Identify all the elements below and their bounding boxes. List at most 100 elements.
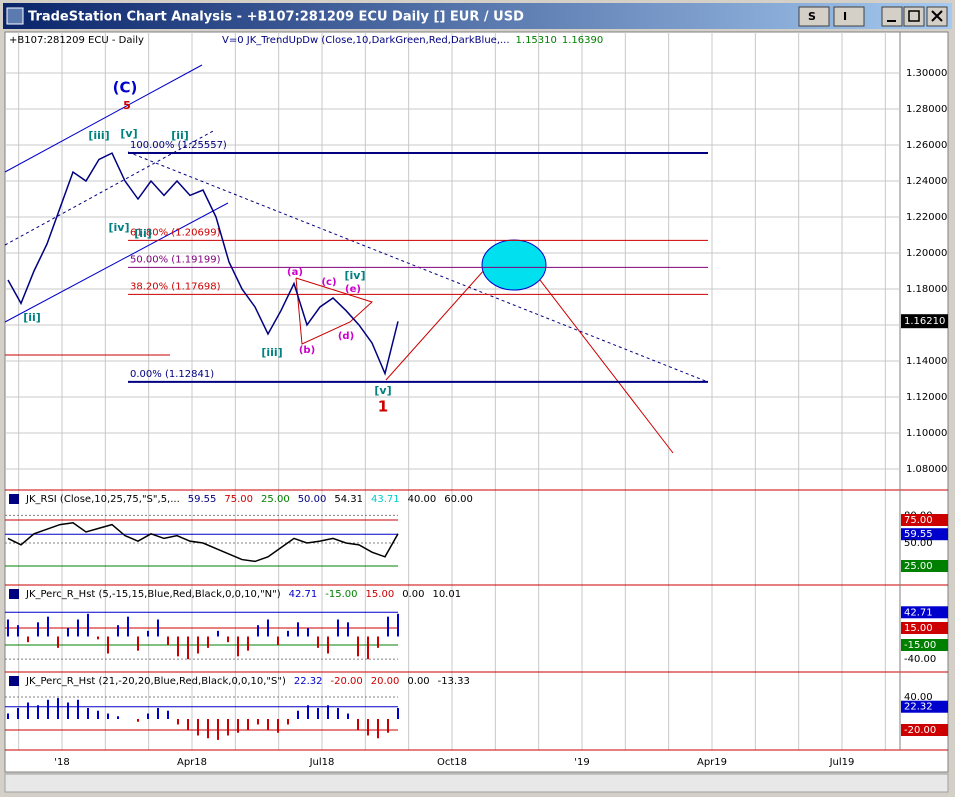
panel-icon — [9, 494, 19, 504]
hist-bar — [327, 636, 329, 654]
header-value: 42.71 — [289, 589, 318, 600]
hist-bar — [347, 713, 349, 719]
fib-label: 100.00% (1.25557) — [130, 140, 227, 151]
price-line — [7, 152, 399, 376]
hist-bar — [287, 719, 289, 725]
hist-bar — [87, 613, 89, 637]
hist-bar — [217, 719, 219, 740]
hist-bar — [97, 710, 99, 719]
y-tick-label: 1.26000 — [906, 140, 947, 151]
axis-label: 75.00 — [904, 515, 933, 526]
wave-label: (e) — [345, 284, 361, 295]
oscillator-line — [7, 521, 399, 563]
scrollbar[interactable] — [4, 773, 949, 793]
maximize-button[interactable] — [903, 6, 925, 27]
wave-label: [v] — [374, 384, 391, 397]
hist-bar — [297, 622, 299, 637]
hist-bar — [117, 625, 119, 637]
panel-icon — [9, 589, 19, 599]
hist-bar — [297, 710, 299, 719]
fib-label: 61.80% (1.20699) — [130, 227, 221, 238]
channel-line — [4, 64, 203, 173]
hist-bar — [67, 702, 69, 719]
hist-bar — [107, 636, 109, 654]
hist-bar — [127, 616, 129, 637]
y-tick-label: 1.10000 — [906, 428, 947, 439]
header-value: 50.00 — [298, 494, 327, 505]
hist-bar — [357, 636, 359, 657]
hist-bar — [347, 622, 349, 637]
x-tick-label: Apr19 — [697, 757, 727, 768]
minimize-button[interactable] — [881, 6, 903, 27]
hist-bar — [167, 710, 169, 719]
wave-label: [iii] — [88, 129, 109, 142]
hist-bar — [177, 719, 179, 725]
hist-bar — [237, 636, 239, 657]
header-value: 25.00 — [261, 494, 290, 505]
hist-bar — [187, 636, 189, 660]
hist-bar — [137, 719, 139, 722]
wave-label: 5 — [123, 99, 131, 112]
hist-bar — [7, 619, 9, 637]
hist-bar — [227, 636, 229, 643]
hist-bar — [197, 719, 199, 736]
y-tick-label: 1.14000 — [906, 356, 947, 367]
hist-bar — [67, 627, 69, 637]
last-price-label: 1.16210 — [904, 316, 945, 327]
axis-label: 50.00 — [904, 538, 933, 549]
hist-bar — [357, 719, 359, 730]
x-tick-label: '19 — [574, 757, 589, 768]
hist-bar — [247, 719, 249, 730]
i-button-label: I — [843, 10, 847, 23]
wave-label: [ii] — [171, 129, 189, 142]
last-price-tag — [901, 314, 948, 329]
hist-bar — [317, 708, 319, 719]
axis-label: 40.00 — [904, 692, 933, 703]
hist-bar — [167, 636, 169, 646]
axis-label-bg — [901, 700, 948, 713]
axis-label-bg — [901, 514, 948, 526]
axis-label-bg — [901, 621, 948, 634]
panel-header: JK_Perc_R_Hst (21,-20,20,Blue,Red,Black,… — [25, 676, 286, 687]
hist-bar — [157, 708, 159, 719]
i-button[interactable] — [833, 6, 865, 27]
hist-bar — [147, 630, 149, 637]
trend-line — [127, 151, 709, 383]
header-value: 43.71 — [371, 494, 400, 505]
hist-bar — [307, 627, 309, 637]
header-value: 75.00 — [224, 494, 253, 505]
close-icon — [931, 10, 943, 22]
indicator-value: 1.15310 — [516, 35, 557, 46]
wave-label: (c) — [321, 277, 336, 288]
s-button[interactable] — [798, 6, 830, 27]
header-value: 15.00 — [366, 589, 395, 600]
header-value: -15.00 — [325, 589, 357, 600]
hist-bar — [47, 616, 49, 637]
header-value: 10.01 — [432, 589, 461, 600]
fib-label: 50.00% (1.19199) — [130, 254, 221, 265]
symbol-label: +B107:281209 ECU - Daily — [9, 35, 144, 46]
channel-line — [4, 202, 229, 323]
header-value: 54.31 — [334, 494, 363, 505]
hist-bar — [117, 716, 119, 719]
wave-label: [v] — [120, 127, 137, 140]
hist-bar — [257, 625, 259, 637]
hist-bar — [17, 625, 19, 637]
window-title: TradeStation Chart Analysis - +B107:2812… — [28, 10, 524, 25]
hist-bar — [207, 719, 209, 739]
header-value: 40.00 — [408, 494, 437, 505]
wave-label: 1 — [378, 398, 388, 416]
wave-label: [iv] — [345, 269, 366, 282]
axis-label-bg — [901, 560, 948, 572]
channel-mid — [4, 129, 216, 246]
hist-bar — [87, 708, 89, 719]
hist-bar — [397, 613, 399, 637]
wave-label: [ii] — [134, 227, 152, 240]
chart-area — [4, 31, 949, 773]
hist-bar — [307, 705, 309, 719]
panel-header: JK_Perc_R_Hst (5,-15,15,Blue,Red,Black,0… — [25, 589, 281, 600]
hist-bar — [77, 699, 79, 719]
hist-bar — [237, 719, 239, 733]
header-value: 0.00 — [402, 589, 424, 600]
